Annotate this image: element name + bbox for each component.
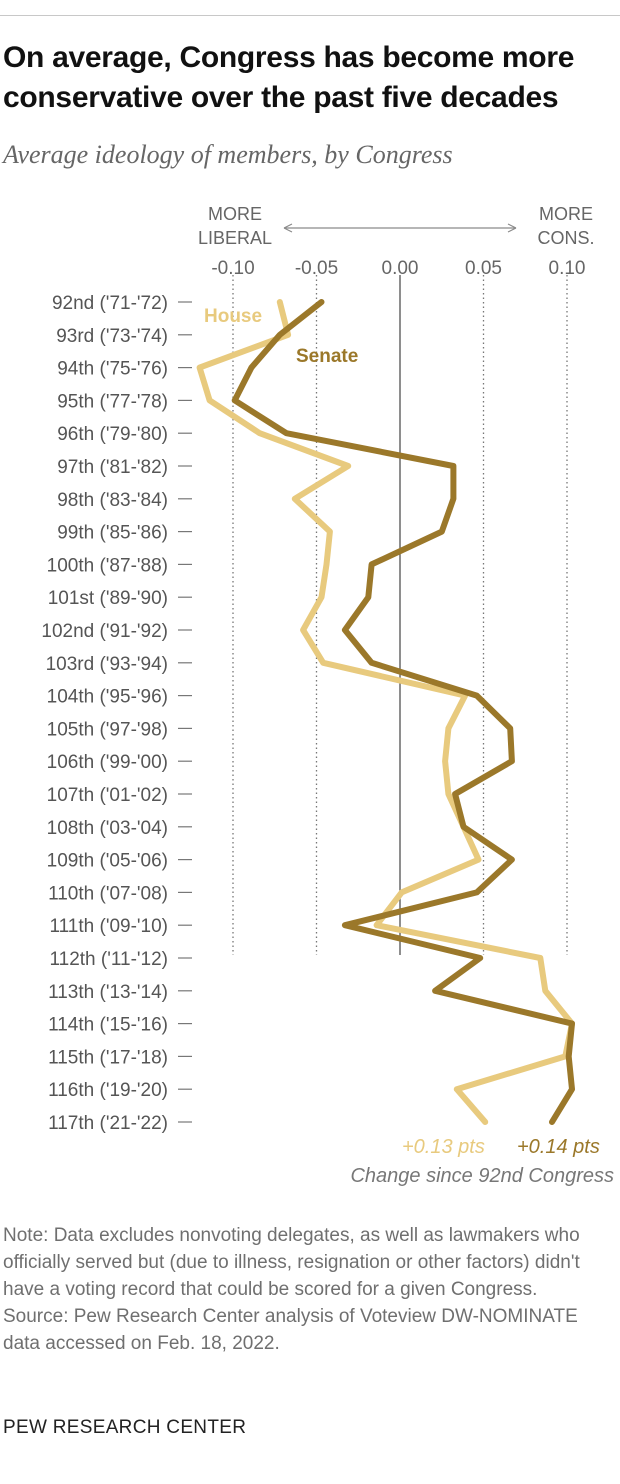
category-label: 101st ('89-'90): [48, 588, 168, 609]
x-tick-label: -0.10: [211, 258, 254, 279]
more-cons-label-line2: CONS.: [537, 228, 594, 248]
category-label: 94th ('75-'76): [57, 359, 168, 380]
notes-block: Note: Data excludes nonvoting delegates,…: [3, 1222, 613, 1357]
category-label: 107th ('01-'02): [47, 785, 168, 806]
category-label: 114th ('15-'16): [48, 1015, 168, 1036]
note-text: Note: Data excludes nonvoting delegates,…: [3, 1225, 580, 1300]
category-label: 115th ('17-'18): [48, 1047, 168, 1068]
x-tick-label: 0.00: [382, 258, 419, 279]
category-label: 93rd ('73-'74): [56, 326, 168, 347]
source-text: Source: Pew Research Center analysis of …: [3, 1306, 578, 1354]
direction-arrow-right: [507, 223, 517, 233]
category-label: 92nd ('71-'72): [52, 293, 168, 314]
category-label: 99th ('85-'86): [57, 523, 168, 544]
series-line-house: [196, 299, 575, 1125]
chart-subtitle: Average ideology of members, by Congress: [3, 140, 453, 169]
house-change-label: +0.13 pts: [402, 1136, 485, 1158]
category-label: 100th ('87-'88): [47, 555, 168, 576]
category-label: 97th ('81-'82): [57, 457, 168, 478]
category-label: 113th ('13-'14): [48, 982, 168, 1003]
category-label: 95th ('77-'78): [57, 391, 168, 412]
category-label: 103rd ('93-'94): [46, 654, 168, 675]
x-tick-label: -0.05: [295, 258, 338, 279]
category-label: 105th ('97-'98): [47, 719, 168, 740]
senate-change-label: +0.14 pts: [517, 1136, 600, 1158]
more-cons-label-line1: MORE: [539, 204, 593, 224]
x-tick-label: 0.10: [549, 258, 586, 279]
category-label: 108th ('03-'04): [47, 818, 168, 839]
series-line-senate: [231, 299, 575, 1125]
more-liberal-label-line1: MORE: [208, 204, 262, 224]
category-label: 117th ('21-'22): [48, 1113, 168, 1134]
footer-brand: PEW RESEARCH CENTER: [3, 1417, 247, 1438]
category-label: 96th ('79-'80): [57, 424, 168, 445]
senate-series-label: Senate: [296, 346, 358, 367]
direction-arrow-left: [283, 223, 293, 233]
category-label: 112th ('11-'12): [49, 949, 168, 970]
ideology-chart: -0.10 -0.05 0.00 0.05 0.10 MORE LIBERAL MORE CON…: [41, 204, 614, 1187]
category-label: 106th ('99-'00): [47, 752, 168, 773]
category-label: 98th ('83-'84): [57, 490, 168, 511]
category-label: 104th ('95-'96): [47, 687, 168, 708]
chart-title: On average, Congress has become more con…: [3, 41, 575, 114]
category-label: 111th ('09-'10): [49, 916, 168, 937]
category-label: 102nd ('91-'92): [41, 621, 168, 642]
change-caption: Change since 92nd Congress: [350, 1165, 614, 1187]
category-label: 116th ('19-'20): [48, 1080, 168, 1101]
top-rule: [0, 15, 620, 16]
category-label: 110th ('07-'08): [48, 883, 168, 904]
category-label: 109th ('05-'06): [47, 851, 168, 872]
x-tick-label: 0.05: [465, 258, 502, 279]
house-series-label: House: [204, 306, 262, 327]
more-liberal-label-line2: LIBERAL: [198, 228, 272, 248]
